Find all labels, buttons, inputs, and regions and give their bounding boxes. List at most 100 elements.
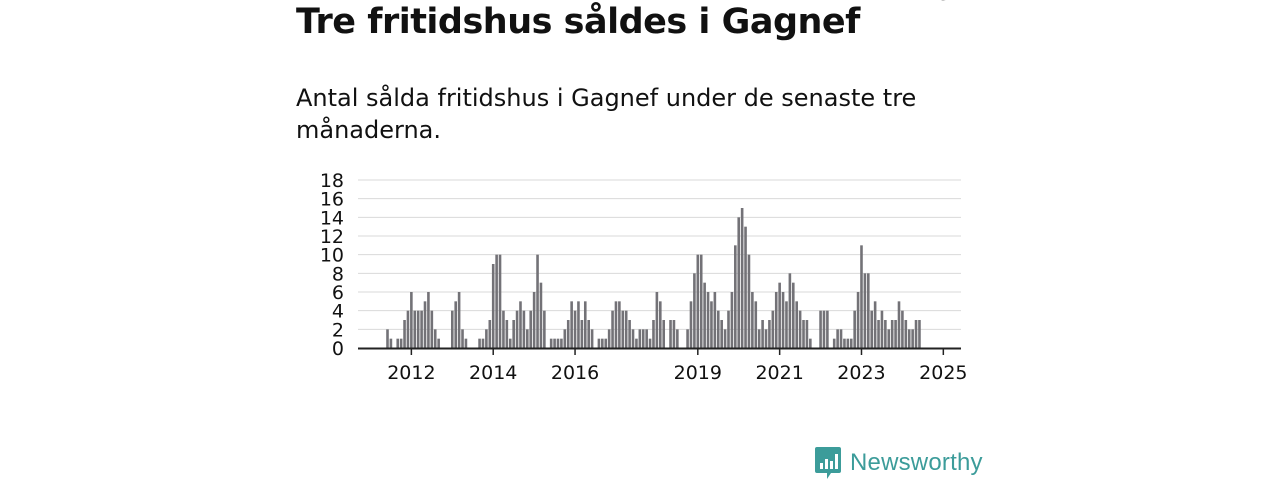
bar: [529, 310, 533, 348]
x-tick-label: 2025: [919, 362, 967, 384]
bar: [485, 329, 488, 348]
bar: [870, 310, 874, 348]
bar: [901, 310, 904, 348]
bar: [751, 292, 754, 348]
bar: [737, 217, 741, 348]
x-tick-label: 2021: [755, 362, 803, 384]
bar: [638, 329, 642, 348]
bar: [672, 320, 676, 348]
bar: [849, 338, 853, 348]
bar: [556, 338, 560, 348]
bar: [826, 310, 829, 348]
bar: [856, 292, 860, 348]
bar: [843, 338, 846, 348]
bar: [791, 282, 795, 348]
y-tick-label: 2: [332, 319, 344, 341]
bar: [822, 310, 826, 348]
bar: [904, 320, 908, 348]
bar: [754, 301, 758, 348]
bar: [526, 329, 529, 348]
y-tick-label: 0: [332, 338, 344, 360]
bar: [495, 254, 498, 348]
y-tick-label: 4: [332, 301, 344, 323]
bar: [597, 338, 601, 348]
bar: [464, 338, 468, 348]
bar: [832, 338, 836, 348]
bar: [512, 320, 515, 348]
bar: [771, 310, 775, 348]
bar: [860, 245, 863, 348]
bar: [894, 320, 897, 348]
bar: [628, 320, 631, 348]
bar: [563, 329, 567, 348]
bar: [877, 320, 880, 348]
bar: [768, 320, 771, 348]
bar: [747, 254, 751, 348]
x-tick-label: 2023: [837, 362, 885, 384]
bar: [873, 301, 877, 348]
bar: [662, 320, 666, 348]
bar: [450, 310, 454, 348]
bar: [508, 338, 512, 348]
bar: [897, 301, 901, 348]
bar: [539, 282, 543, 348]
bar: [716, 310, 720, 348]
bar: [867, 273, 870, 348]
bar: [911, 329, 914, 348]
bar: [587, 320, 590, 348]
bar: [645, 329, 648, 348]
bar: [502, 310, 505, 348]
bar: [839, 329, 843, 348]
bar: [505, 320, 509, 348]
bar: [740, 208, 744, 348]
bar: [880, 310, 884, 348]
bar: [427, 292, 430, 348]
bar: [519, 301, 522, 348]
bar: [570, 301, 573, 348]
bar: [788, 273, 792, 348]
highlight-value-label: 3: [938, 0, 950, 5]
bar: [809, 338, 812, 348]
bar: [914, 320, 918, 348]
bar: [863, 273, 867, 348]
bar: [918, 320, 921, 348]
annotations: 3: [938, 0, 950, 5]
bar: [778, 282, 781, 348]
bar: [488, 320, 492, 348]
bar: [403, 320, 406, 348]
bar: [481, 338, 485, 348]
bar: [631, 329, 635, 348]
bar: [478, 338, 481, 348]
newsworthy-logo-icon: [815, 447, 841, 479]
bar: [706, 292, 710, 348]
bar: [614, 301, 618, 348]
x-tick-label: 2014: [469, 362, 517, 384]
bar: [522, 310, 526, 348]
bar: [580, 320, 584, 348]
newsworthy-logo: Newsworthy: [814, 446, 983, 480]
bar: [457, 292, 461, 348]
bar: [543, 310, 546, 348]
bar: [686, 329, 689, 348]
bar: [693, 273, 696, 348]
bar: [655, 292, 659, 348]
bar: [720, 320, 723, 348]
bar: [734, 245, 737, 348]
bar: [433, 329, 437, 348]
bar: [549, 338, 553, 348]
bar: [611, 310, 614, 348]
bar: [887, 329, 891, 348]
bar: [761, 320, 764, 348]
y-tick-label: 6: [332, 282, 344, 304]
bar: [648, 338, 652, 348]
bar: [607, 329, 611, 348]
x-tick-label: 2016: [551, 362, 599, 384]
bar: [641, 329, 645, 348]
bar: [744, 226, 747, 348]
bar: [730, 292, 734, 348]
bar: [430, 310, 434, 348]
bar: [406, 310, 410, 348]
bar: [805, 320, 809, 348]
